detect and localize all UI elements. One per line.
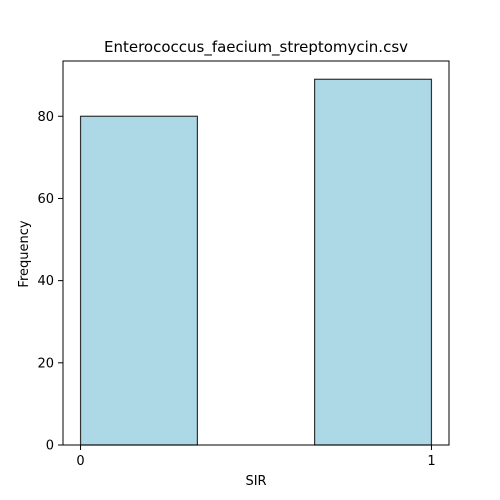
- bars-layer: [79, 78, 433, 446]
- x-axis-label: SIR: [245, 474, 266, 489]
- y-axis-label: Frequency: [17, 220, 32, 287]
- x-tick-label-0: 0: [76, 454, 84, 469]
- y-tick-label-3: 60: [37, 192, 54, 207]
- chart-title: Enterococcus_faecium_streptomycin.csv: [104, 38, 408, 57]
- y-tick-label-1: 20: [37, 356, 54, 371]
- x-tick-label-1: 1: [427, 454, 435, 469]
- y-tick-label-2: 40: [37, 274, 54, 289]
- histogram-bar-0: [79, 115, 198, 446]
- plot-frame: [62, 60, 450, 446]
- axes-layer: [62, 60, 450, 446]
- histogram-bar-1: [314, 78, 433, 446]
- y-tick-label-4: 80: [37, 110, 54, 125]
- y-tick-label-0: 0: [46, 439, 54, 454]
